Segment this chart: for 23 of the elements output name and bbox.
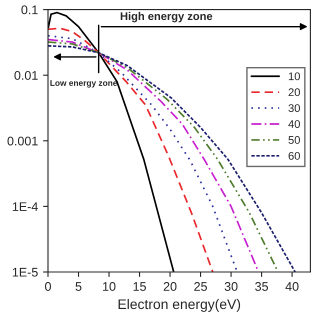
legend-label: 20 [288,88,300,96]
legend-label: 10 [288,72,300,80]
x-tick-label: 35 [255,282,268,291]
x-tick-label: 0 [45,282,51,291]
x-tick-label: 15 [134,282,146,291]
legend-label: 50 [288,136,300,144]
x-tick-label: 40 [285,282,299,291]
y-tick-label: 1E-5 [12,268,38,277]
x-tick-label: 5 [76,282,82,291]
line-series [48,27,214,272]
x-tick-label: 25 [194,282,207,291]
y-tick-label: 0.01 [14,71,38,80]
x-axis-title: Electron energy(eV) [118,298,240,312]
annotation: High energy zone [120,12,212,22]
legend-label: 40 [288,120,300,128]
y-tick-label: 1E-4 [12,202,38,211]
legend-label: 30 [288,104,300,112]
legend-label: 60 [288,152,300,160]
y-tick-label: 0.1 [21,5,38,14]
y-tick-label: 0.001 [7,136,38,146]
x-tick-label: 30 [224,282,238,291]
x-tick-label: 20 [164,282,177,291]
x-tick-label: 10 [103,282,116,291]
